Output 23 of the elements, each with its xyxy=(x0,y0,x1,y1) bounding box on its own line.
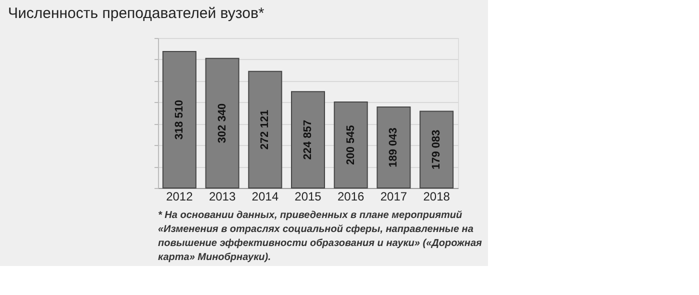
bar xyxy=(291,91,325,188)
bar xyxy=(334,102,368,188)
x-tick-label: 2016 xyxy=(338,190,365,204)
data-label: 302 340 xyxy=(216,103,228,144)
chart-title: Численность преподавателей вузов* xyxy=(8,5,264,22)
data-label: 272 121 xyxy=(259,110,272,150)
data-label: 189 043 xyxy=(388,128,400,168)
x-tick-label: 2013 xyxy=(208,190,236,204)
x-tick-label: 2014 xyxy=(252,190,279,204)
x-tick-label: 2017 xyxy=(380,190,408,204)
x-tick-label: 2012 xyxy=(166,190,194,204)
bar xyxy=(420,110,454,188)
data-label: 179 083 xyxy=(430,130,443,170)
bar xyxy=(205,58,240,188)
bar xyxy=(162,50,196,188)
x-tick-label: 2015 xyxy=(294,190,322,204)
data-label: 224 857 xyxy=(302,120,314,160)
bar xyxy=(248,70,282,188)
text: * На основании данных, приведенных в плане мероприятий «Изменения в отраслях социальной сферы, направленные на повышение эффективности образования и науки» («Дорожная карта» Минобрнауки). xyxy=(158,210,482,263)
x-tick-label: 2018 xyxy=(423,190,450,204)
bar xyxy=(376,106,411,188)
data-label: 200 545 xyxy=(344,125,357,165)
data-label: 318 510 xyxy=(173,100,186,140)
